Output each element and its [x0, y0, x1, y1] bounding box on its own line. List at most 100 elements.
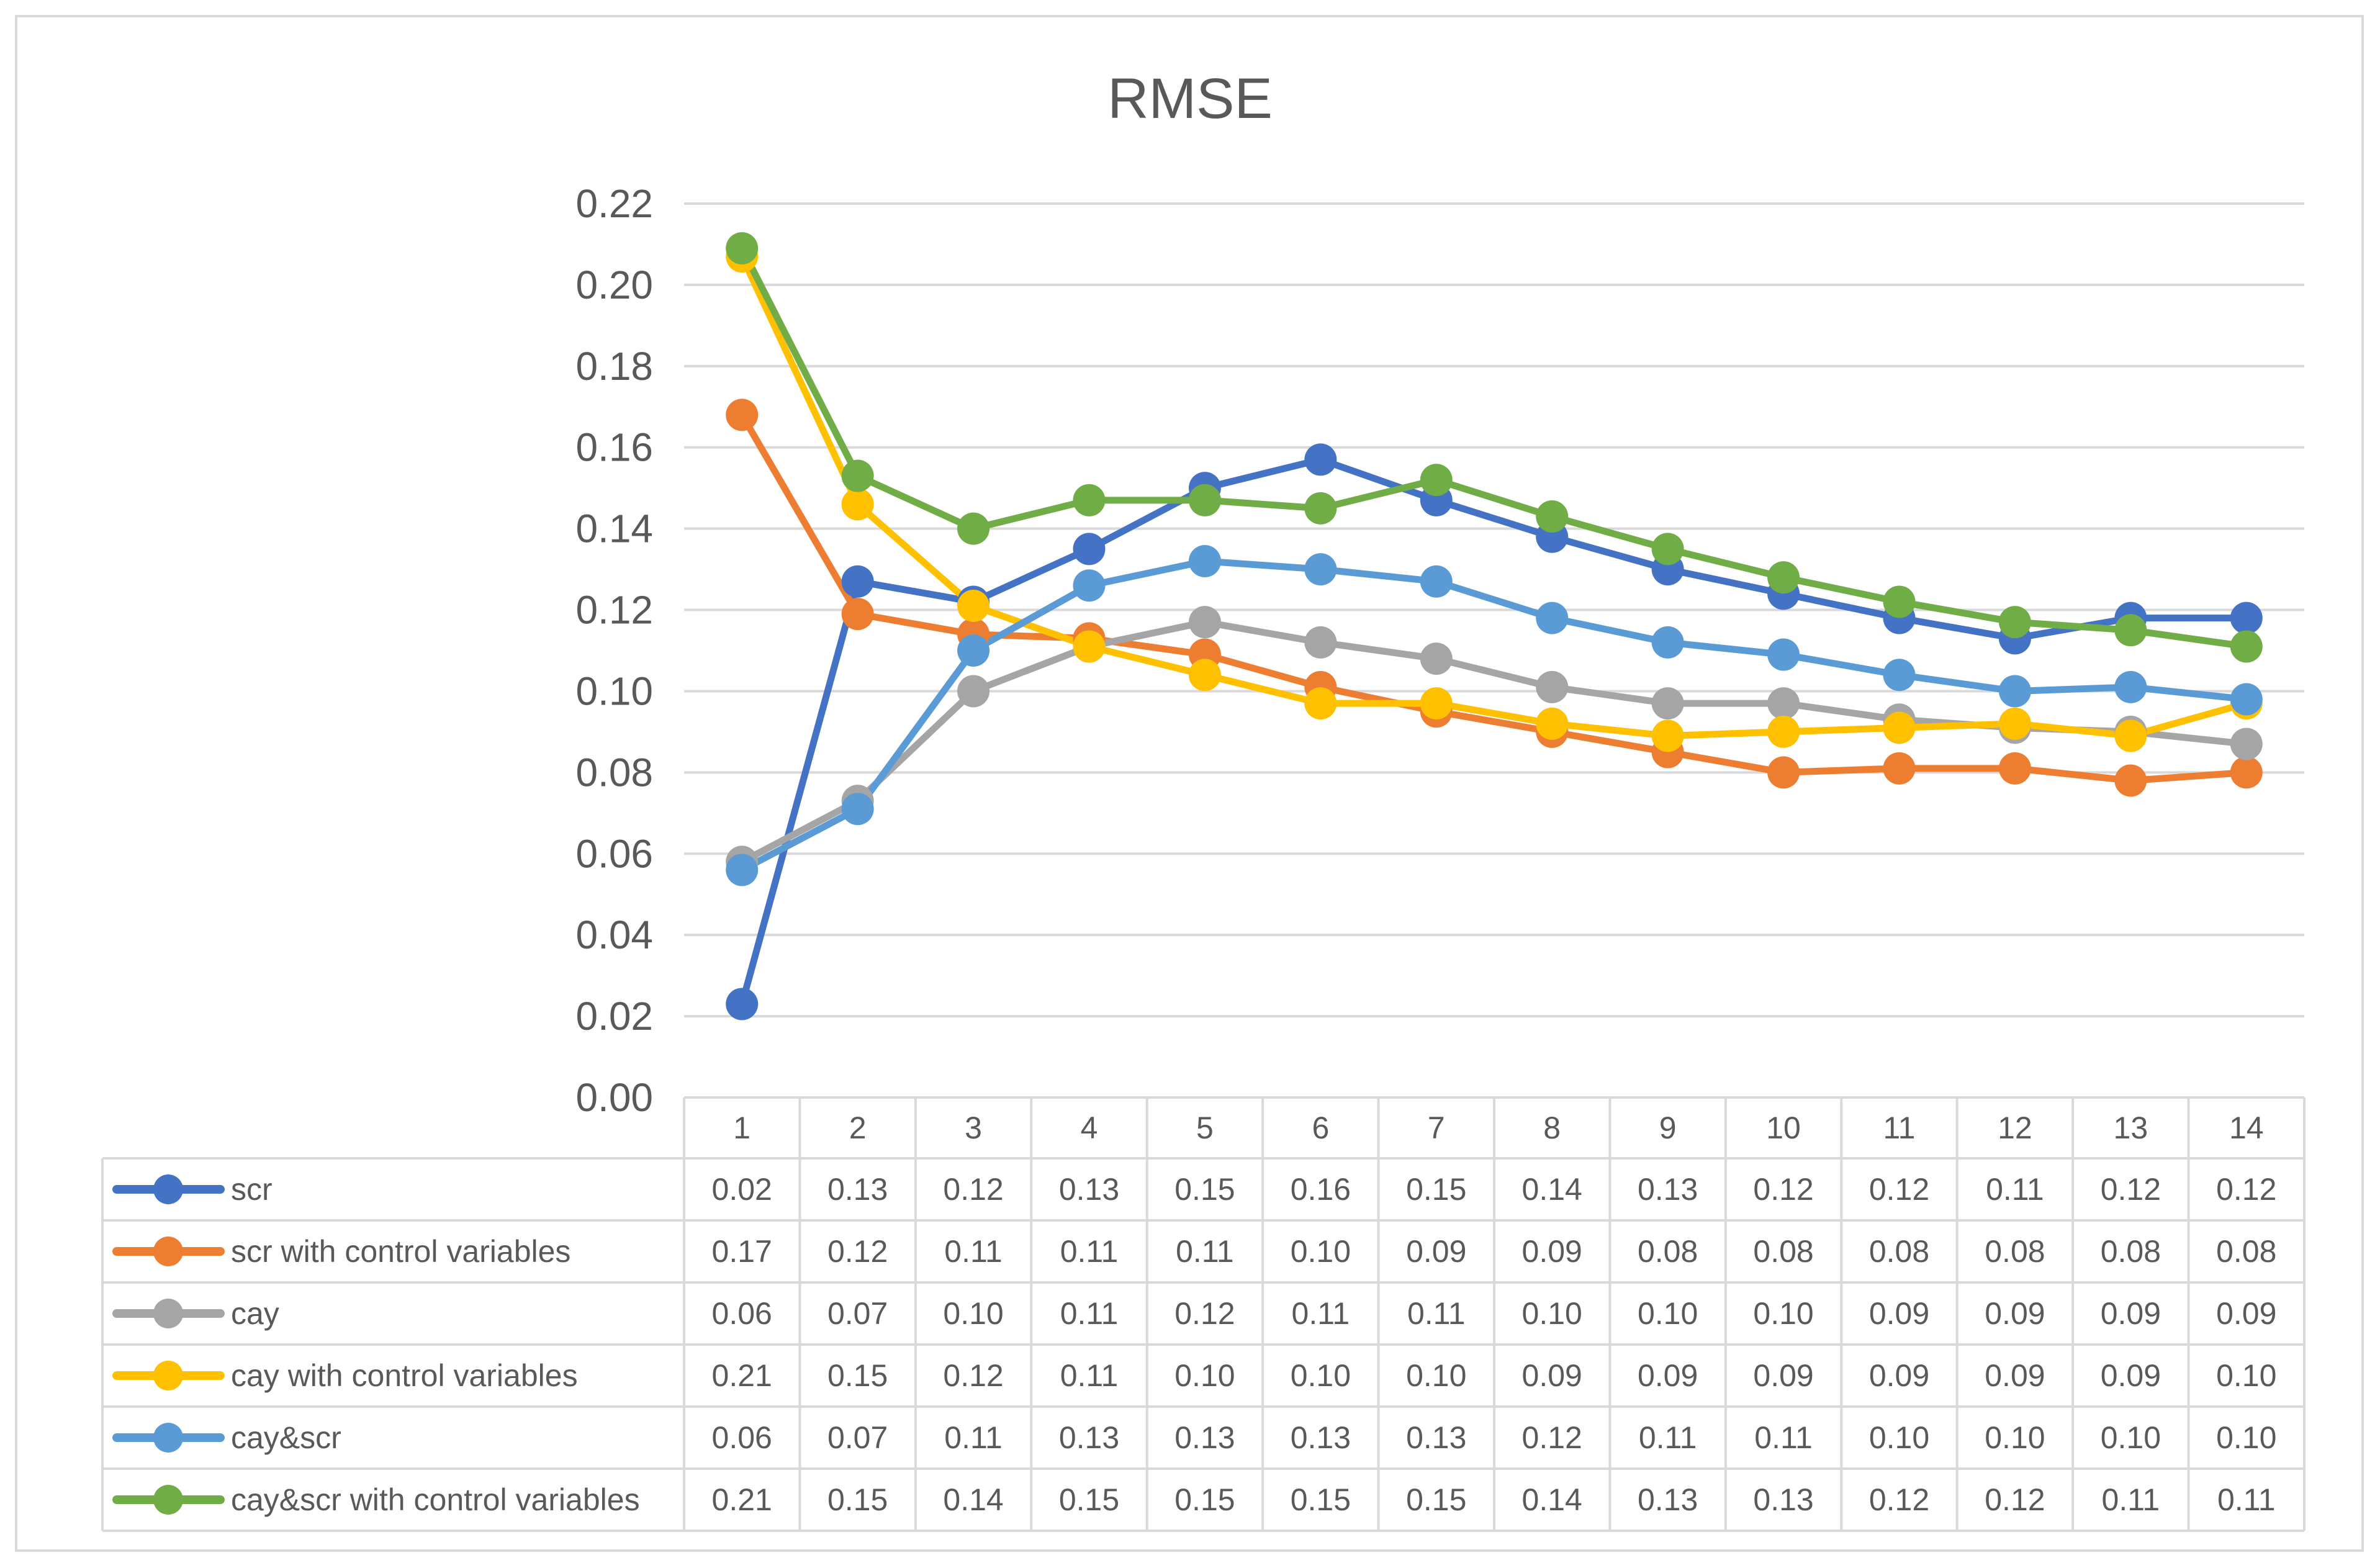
table-cell-value: 0.08: [1638, 1234, 1698, 1269]
category-label: 9: [1659, 1111, 1677, 1145]
table-cell-value: 0.15: [1291, 1482, 1351, 1517]
table-cell-value: 0.12: [943, 1172, 1003, 1207]
data-point-marker: [1073, 630, 1106, 663]
data-point-marker: [1304, 492, 1337, 525]
legend-key-marker: [153, 1174, 183, 1204]
data-point-marker: [957, 634, 990, 667]
data-point-marker: [957, 512, 990, 545]
legend-label: scr with control variables: [231, 1234, 570, 1269]
chart-frame: [15, 15, 2364, 1552]
table-cell-value: 0.15: [1406, 1172, 1466, 1207]
legend-key-marker: [153, 1361, 183, 1390]
data-point-marker: [1767, 638, 1800, 671]
table-cell-value: 0.21: [712, 1358, 772, 1393]
data-point-marker: [1998, 675, 2031, 708]
table-cell-value: 0.09: [1869, 1358, 1929, 1393]
table-cell-value: 0.10: [1638, 1296, 1698, 1331]
legend-label: cay&scr: [231, 1420, 341, 1455]
data-point-marker: [2230, 630, 2263, 663]
data-point-marker: [2230, 602, 2263, 634]
category-label: 13: [2114, 1111, 2148, 1145]
table-cell-value: 0.11: [2102, 1482, 2160, 1517]
data-point-marker: [1883, 585, 1916, 618]
table-cell-value: 0.10: [943, 1296, 1003, 1331]
table-cell-value: 0.08: [1753, 1234, 1813, 1269]
table-cell-value: 0.09: [1406, 1234, 1466, 1269]
data-point-marker: [841, 565, 874, 598]
data-point-marker: [2114, 719, 2147, 752]
category-label: 5: [1196, 1111, 1214, 1145]
data-point-marker: [1073, 533, 1106, 565]
table-cell-value: 0.17: [712, 1234, 772, 1269]
y-tick-label: 0.22: [575, 181, 653, 226]
table-cell-value: 0.13: [1059, 1172, 1119, 1207]
table-cell-value: 0.10: [1291, 1234, 1351, 1269]
legend-key-marker: [153, 1485, 183, 1515]
table-cell-value: 0.11: [1292, 1296, 1350, 1331]
table-cell-value: 0.02: [712, 1172, 772, 1207]
table-cell-value: 0.09: [1522, 1234, 1582, 1269]
table-cell-value: 0.11: [1986, 1172, 2044, 1207]
data-point-marker: [1304, 626, 1337, 659]
table-cell-value: 0.12: [943, 1358, 1003, 1393]
table-cell-value: 0.10: [2216, 1420, 2276, 1455]
category-label: 11: [1883, 1111, 1916, 1145]
category-label: 14: [2229, 1111, 2264, 1145]
data-point-marker: [957, 675, 990, 708]
category-label: 6: [1312, 1111, 1329, 1145]
table-cell-value: 0.09: [2101, 1358, 2161, 1393]
legend-key-marker: [153, 1299, 183, 1328]
y-tick-label: 0.08: [575, 750, 653, 795]
data-point-marker: [841, 488, 874, 521]
table-cell-value: 0.13: [1753, 1482, 1813, 1517]
series-line: [738, 456, 2250, 1007]
legend-key-marker: [153, 1423, 183, 1453]
data-point-marker: [1767, 561, 1800, 594]
data-point-marker: [841, 598, 874, 631]
data-point-marker: [1651, 626, 1684, 659]
data-point-marker: [1536, 500, 1569, 533]
table-cell-value: 0.08: [1985, 1234, 2045, 1269]
category-label: 12: [1998, 1111, 2032, 1145]
data-point-marker: [841, 793, 874, 826]
data-point-marker: [841, 459, 874, 492]
chart-title: RMSE: [1107, 67, 1273, 130]
data-point-marker: [2230, 683, 2263, 716]
series-lines: [726, 232, 2263, 1021]
y-tick-label: 0.00: [575, 1075, 653, 1120]
series-line: [738, 253, 2250, 739]
category-label: 7: [1428, 1111, 1445, 1145]
data-point-marker: [1883, 711, 1916, 744]
table-cell-value: 0.10: [1869, 1420, 1929, 1455]
y-axis-tick-labels: 0.00 0.02 0.04 0.06 0.08 0.10 0.12 0.14 0.16 0.18…: [575, 181, 653, 1120]
data-point-marker: [1188, 659, 1221, 692]
series-line: [738, 245, 2250, 650]
table-cell-value: 0.11: [2217, 1482, 2276, 1517]
table-cell-value: 0.09: [1522, 1358, 1582, 1393]
y-tick-label: 0.20: [575, 263, 653, 307]
table-cell-value: 0.10: [2216, 1358, 2276, 1393]
table-cell-value: 0.15: [1174, 1172, 1235, 1207]
data-point-marker: [1536, 602, 1569, 634]
table-cell-value: 0.09: [1869, 1296, 1929, 1331]
data-point-marker: [726, 988, 759, 1021]
table-cell-value: 0.12: [1522, 1420, 1582, 1455]
table-cell-value: 0.11: [1176, 1234, 1234, 1269]
data-point-marker: [2230, 728, 2263, 760]
data-point-marker: [1536, 670, 1569, 703]
table-cell-value: 0.12: [1753, 1172, 1813, 1207]
table-cell-value: 0.10: [1753, 1296, 1813, 1331]
table-cell-value: 0.12: [2101, 1172, 2161, 1207]
table-cell-value: 0.14: [943, 1482, 1003, 1517]
table-cell-value: 0.10: [1291, 1358, 1351, 1393]
table-cell-value: 0.12: [2216, 1172, 2276, 1207]
table-cell-value: 0.12: [1174, 1296, 1235, 1331]
legend-label: cay with control variables: [231, 1358, 578, 1393]
data-point-marker: [2114, 614, 2147, 647]
category-label: 10: [1766, 1111, 1801, 1145]
y-tick-label: 0.14: [575, 507, 653, 551]
table-cell-value: 0.08: [2101, 1234, 2161, 1269]
data-point-marker: [1651, 533, 1684, 565]
